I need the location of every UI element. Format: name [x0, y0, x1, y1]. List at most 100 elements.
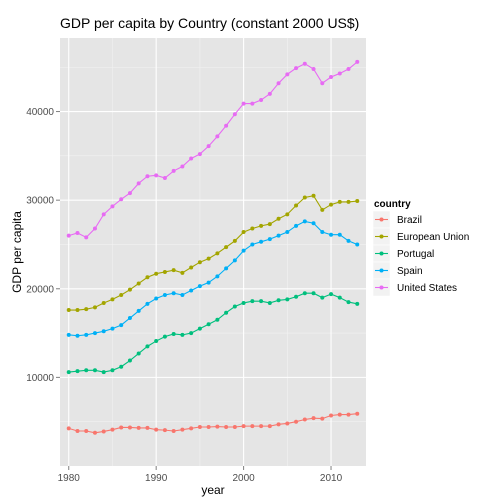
data-point-portugal	[224, 310, 229, 315]
data-point-european-union	[180, 270, 185, 275]
data-point-portugal	[206, 322, 211, 327]
data-point-portugal	[276, 298, 281, 303]
data-point-brazil	[267, 424, 272, 429]
y-axis: 10000 20000 30000 40000	[26, 107, 60, 384]
data-point-spain	[320, 230, 325, 235]
legend-item-portugal: Portugal	[372, 244, 434, 263]
data-point-brazil	[127, 425, 132, 430]
y-tick-label: 20000	[26, 284, 54, 295]
series-line-brazil	[68, 413, 358, 434]
data-point-united-states	[329, 74, 334, 79]
data-point-spain	[302, 219, 307, 224]
data-point-spain	[224, 266, 229, 271]
data-point-european-union	[329, 202, 334, 207]
data-point-united-states	[119, 197, 124, 202]
data-point-portugal	[84, 368, 89, 373]
series-united-states	[66, 59, 360, 240]
data-point-spain	[180, 292, 185, 297]
data-point-united-states	[206, 144, 211, 149]
data-point-portugal	[162, 334, 167, 339]
data-point-united-states	[66, 233, 71, 238]
data-point-european-union	[171, 268, 176, 273]
data-point-portugal	[154, 339, 159, 344]
data-point-portugal	[197, 326, 202, 331]
data-point-portugal	[346, 300, 351, 305]
data-point-brazil	[119, 425, 124, 430]
data-point-spain	[346, 238, 351, 243]
data-point-spain	[337, 232, 342, 237]
data-point-portugal	[215, 317, 220, 322]
data-point-united-states	[355, 59, 360, 64]
data-point-brazil	[311, 416, 316, 421]
data-point-united-states	[145, 174, 150, 179]
data-point-brazil	[136, 425, 141, 430]
x-axis-title: year	[201, 483, 224, 497]
data-point-portugal	[145, 344, 150, 349]
data-point-spain	[285, 230, 290, 235]
data-point-european-union	[311, 193, 316, 198]
legend-label-european-union: European Union	[397, 232, 469, 243]
data-point-united-states	[110, 204, 115, 209]
data-point-brazil	[75, 428, 80, 433]
data-point-united-states	[92, 226, 97, 231]
data-point-spain	[206, 280, 211, 285]
data-point-portugal	[355, 301, 360, 306]
chart-title: GDP per capita by Country (constant 2000…	[60, 15, 359, 31]
series-portugal	[66, 291, 360, 375]
data-point-portugal	[329, 292, 334, 297]
data-point-united-states	[276, 81, 281, 86]
data-point-spain	[119, 323, 124, 328]
series-line-portugal	[68, 292, 358, 373]
data-point-european-union	[84, 307, 89, 312]
data-point-united-states	[171, 168, 176, 173]
data-point-portugal	[241, 300, 246, 305]
data-point-united-states	[162, 176, 167, 181]
data-point-european-union	[337, 199, 342, 204]
data-point-united-states	[320, 81, 325, 86]
data-point-european-union	[346, 199, 351, 204]
data-point-brazil	[346, 412, 351, 417]
data-point-european-union	[75, 308, 80, 313]
data-point-european-union	[224, 245, 229, 250]
data-point-portugal	[311, 291, 316, 296]
data-point-spain	[250, 242, 255, 247]
data-point-brazil	[215, 424, 220, 429]
data-point-portugal	[127, 358, 132, 363]
x-axis: 1980 1990 2000 2010	[58, 466, 343, 484]
data-point-european-union	[145, 275, 150, 280]
data-point-brazil	[162, 428, 167, 433]
data-point-spain	[154, 296, 159, 301]
data-point-portugal	[337, 295, 342, 300]
data-point-european-union	[276, 216, 281, 221]
data-point-portugal	[285, 297, 290, 302]
data-point-european-union	[267, 222, 272, 227]
data-point-united-states	[215, 134, 220, 139]
data-point-portugal	[189, 331, 194, 336]
data-point-european-union	[232, 238, 237, 243]
x-tick-label: 1980	[58, 473, 81, 484]
data-point-brazil	[241, 424, 246, 429]
data-point-brazil	[189, 426, 194, 431]
data-point-portugal	[294, 294, 299, 299]
legend-label-brazil: Brazil	[397, 215, 422, 226]
data-point-portugal	[259, 299, 264, 304]
data-point-united-states	[294, 66, 299, 71]
y-tick-label: 40000	[26, 107, 54, 118]
data-point-portugal	[232, 304, 237, 309]
data-point-brazil	[197, 425, 202, 430]
data-point-portugal	[75, 369, 80, 374]
data-point-european-union	[162, 269, 167, 274]
data-point-portugal	[180, 332, 185, 337]
data-point-spain	[267, 237, 272, 242]
data-point-brazil	[259, 424, 264, 429]
data-point-european-union	[355, 199, 360, 204]
minor-gridlines	[60, 38, 366, 466]
data-point-european-union	[294, 203, 299, 208]
data-point-spain	[215, 274, 220, 279]
data-point-united-states	[285, 72, 290, 77]
series-layer	[66, 59, 360, 435]
y-tick-label: 30000	[26, 196, 54, 207]
data-point-european-union	[215, 251, 220, 256]
data-point-spain	[232, 258, 237, 263]
